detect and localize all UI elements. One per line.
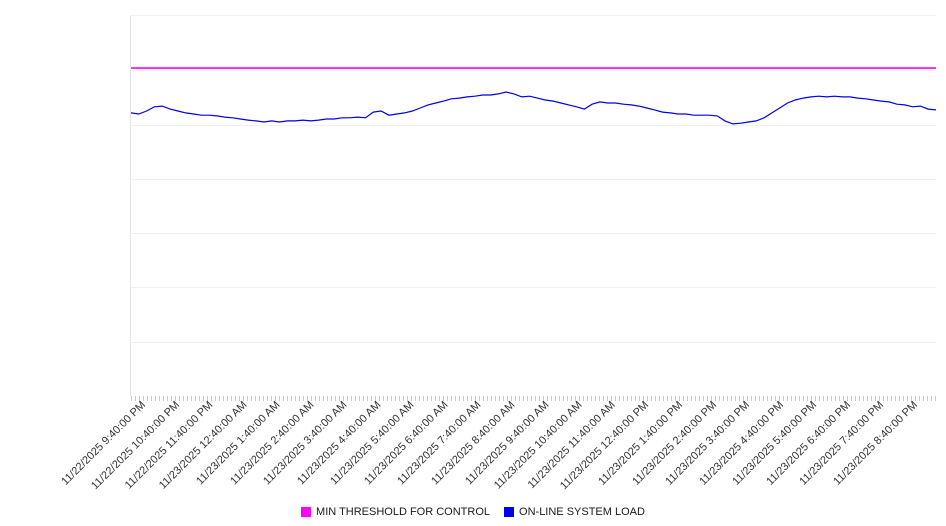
x-axis-labels: 11/22/2025 9:40:00 PM 11/22/2025 10:40:00…: [60, 399, 935, 511]
gridline: [131, 178, 936, 180]
legend-item[interactable]: ON-LINE SYSTEM LOAD: [504, 506, 645, 518]
chart-series: [130, 67, 937, 125]
system-load-line: [130, 91, 937, 125]
gridlines: [131, 16, 936, 396]
gridline: [131, 287, 936, 289]
x-axis-tick-strip: [131, 396, 936, 401]
gridline: [131, 233, 936, 235]
gridline: [131, 341, 936, 343]
legend-swatch-icon: [504, 507, 515, 517]
gridline: [131, 124, 936, 126]
legend-swatch-icon: [301, 507, 312, 517]
legend-label: MIN THRESHOLD FOR CONTROL: [316, 506, 491, 518]
legend-label: ON-LINE SYSTEM LOAD: [519, 506, 645, 518]
legend-item[interactable]: MIN THRESHOLD FOR CONTROL: [301, 506, 490, 518]
plot-area: [130, 15, 937, 401]
gridline: [131, 70, 936, 72]
chart-legend: MIN THRESHOLD FOR CONTROL ON-LINE SYSTEM …: [0, 506, 946, 518]
